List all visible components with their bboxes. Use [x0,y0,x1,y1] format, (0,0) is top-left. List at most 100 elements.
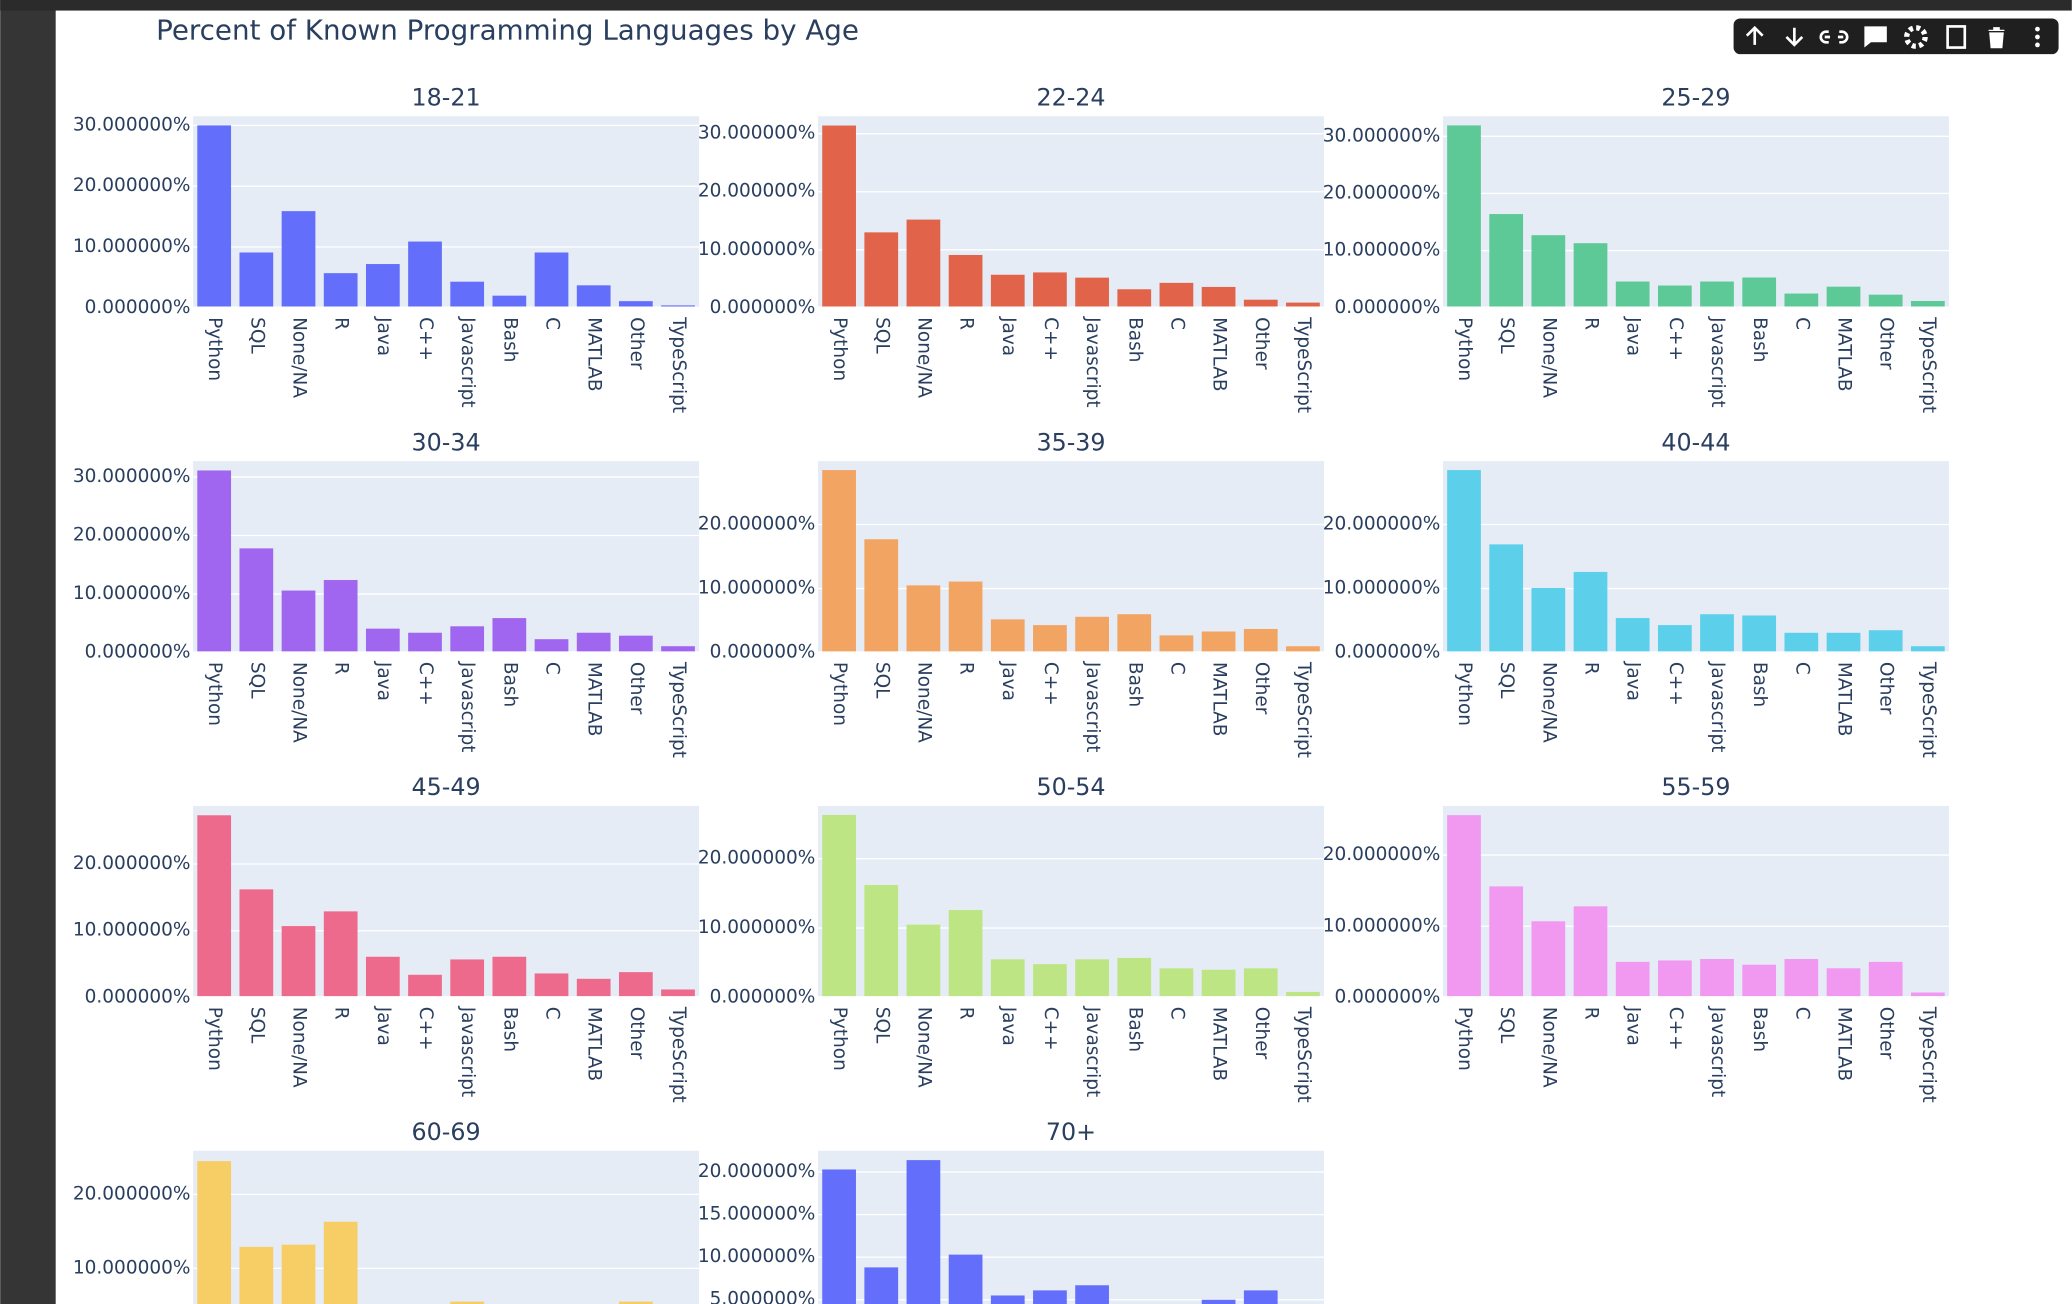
x-tick-label: MATLAB [584,662,605,736]
bar [197,815,232,998]
bar [661,989,695,998]
y-tick-label: 10.000000% [73,920,191,941]
bar [1447,815,1481,998]
bar [1075,616,1109,653]
more-button[interactable] [2035,26,2040,48]
x-tick-label: R [956,662,977,675]
x-tick-label: R [956,1007,977,1020]
bar [990,1295,1025,1304]
bar [948,255,983,308]
bar [408,241,442,308]
bar [408,974,442,998]
x-tick-label: TypeScript [668,661,689,758]
x-tick-label: R [1581,1007,1602,1020]
comment-button[interactable] [1864,26,1887,48]
bar [1075,277,1109,308]
x-tick-label: Javascript [1707,661,1728,753]
bar [239,1246,274,1304]
x-tick-label: Bash [499,317,520,362]
y-tick-label: 5.000000% [710,1289,816,1304]
y-tick-label: 10.000000% [73,1257,191,1278]
x-tick-label: Bash [1124,1007,1145,1052]
x-tick-label: C [1166,662,1187,675]
y-tick-label: 0.000000% [85,297,191,318]
x-tick-label: SQL [1496,662,1517,699]
settings-button[interactable] [1904,25,1928,49]
bar [1615,961,1650,998]
subplot: 60-690.000000%10.000000%20.000000%Python… [73,1118,700,1304]
bar [1531,235,1566,308]
x-tick-label: MATLAB [1834,662,1855,736]
x-tick-label: MATLAB [584,317,605,392]
x-tick-label: Java [1623,316,1644,356]
x-tick-label: R [1581,662,1602,675]
x-tick-label: TypeScript [668,316,689,413]
x-tick-label: SQL [246,317,267,354]
bar [576,978,611,998]
subplot: 45-49 0.000000% 10.000000% 20.000000% Python… [73,773,700,1103]
move-up-button[interactable] [1745,25,1764,45]
x-tick-label: Other [1876,1007,1897,1060]
plot-area [193,461,700,653]
y-tick-label: 0.000000% [710,297,816,318]
bar [864,232,899,308]
bar [822,1169,856,1304]
x-tick-label: Java [998,1006,1019,1046]
y-tick-label: 20.000000% [1323,182,1441,203]
subplot-title: 30-34 [412,428,481,456]
y-tick-label: 20.000000% [73,1183,191,1204]
bar [1700,281,1734,308]
y-tick-label: 20.000000% [1323,514,1441,535]
bar [197,470,232,653]
x-tick-label: Java [998,316,1019,356]
y-tick-label: 10.000000% [73,236,191,257]
y-tick-label: 20.000000% [73,853,191,874]
x-tick-label: Javascript [1082,316,1103,408]
x-tick-label: MATLAB [1209,1007,1230,1081]
bar [618,972,653,998]
x-tick-label: R [331,662,352,675]
bar [1826,632,1861,653]
x-tick-label: Java [1623,1006,1644,1046]
subplot-title: 25-29 [1661,84,1730,112]
x-tick-label: SQL [871,317,892,354]
bar [906,219,941,308]
subplot-title: 55-59 [1661,773,1730,801]
x-tick-label: C [542,317,563,330]
bar [1075,959,1109,998]
bar [864,885,899,998]
sidebar [0,0,56,1304]
x-tick-label: None/NA [913,317,934,398]
plot-area [818,1150,1325,1304]
copy-button[interactable] [1946,25,1967,49]
x-tick-label: SQL [246,1007,267,1044]
subplot-title: 70+ [1046,1118,1096,1146]
bar [1117,289,1152,308]
link-button[interactable] [1819,30,1849,44]
bar [661,646,695,653]
x-tick-label: Bash [1749,1007,1770,1052]
bar [1033,964,1067,998]
x-tick-label: SQL [871,662,892,699]
x-tick-label: Python [204,317,225,381]
move-down-button[interactable] [1785,27,1804,47]
x-tick-label: Other [626,662,647,715]
bar [197,125,232,308]
plot-area [193,1150,700,1304]
plot-area [193,805,700,998]
bar [492,618,527,653]
delete-button[interactable] [1988,27,2005,49]
plot-area [1442,805,1949,998]
bar [1657,285,1692,308]
subplot-title: 45-49 [412,773,481,801]
bar [1868,961,1903,998]
bar [906,1160,941,1304]
y-tick-label: 10.000000% [73,583,191,604]
y-tick-label: 0.000000% [85,642,191,663]
y-tick-label: 10.000000% [698,1246,816,1267]
bar [1243,628,1278,653]
x-tick-label: Bash [1749,662,1770,707]
x-tick-label: MATLAB [1834,1007,1855,1081]
bar [618,1301,653,1304]
